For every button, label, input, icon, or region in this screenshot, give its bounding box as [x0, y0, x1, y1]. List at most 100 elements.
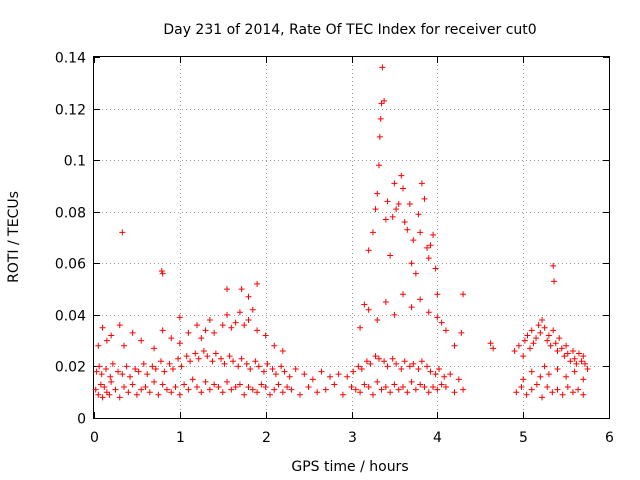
data-point: [451, 389, 458, 396]
data-points: [92, 64, 591, 401]
data-point: [236, 309, 243, 316]
data-point: [204, 353, 211, 360]
data-point: [209, 358, 216, 365]
data-point: [406, 200, 413, 207]
data-point: [192, 350, 199, 357]
data-point: [123, 363, 130, 370]
data-point: [228, 324, 235, 331]
data-point: [395, 386, 402, 393]
data-point: [322, 386, 329, 393]
data-point: [421, 384, 428, 391]
data-point: [395, 200, 402, 207]
data-point: [155, 391, 162, 398]
data-point: [569, 347, 576, 354]
data-point: [578, 358, 585, 365]
data-point: [375, 162, 382, 169]
data-point: [391, 311, 398, 318]
data-point: [372, 353, 379, 360]
x-tick-label: 2: [262, 430, 271, 446]
data-point: [521, 337, 528, 344]
y-axis: 0 0.02 0.04 0.06 0.08 0.1 0.12 0.14: [55, 51, 609, 428]
data-point: [408, 304, 415, 311]
data-point: [254, 280, 261, 287]
data-point: [567, 358, 574, 365]
data-point: [254, 327, 261, 334]
data-point: [424, 244, 431, 251]
data-point: [226, 353, 233, 360]
data-point: [95, 342, 102, 349]
data-point: [335, 371, 342, 378]
data-point: [374, 378, 381, 385]
data-point: [232, 384, 239, 391]
data-point: [221, 360, 228, 367]
data-point: [219, 389, 226, 396]
data-point: [187, 358, 194, 365]
data-point: [487, 340, 494, 347]
data-point: [255, 363, 262, 370]
data-point: [425, 255, 432, 262]
data-point: [580, 376, 587, 383]
data-point: [96, 363, 103, 370]
data-point: [101, 384, 108, 391]
data-point: [511, 347, 518, 354]
data-point: [138, 337, 145, 344]
data-point: [93, 368, 100, 375]
data-point: [432, 371, 439, 378]
data-point: [547, 342, 554, 349]
data-point: [97, 381, 104, 388]
data-point: [198, 389, 205, 396]
data-point: [378, 386, 385, 393]
data-point: [129, 329, 136, 336]
data-point: [434, 314, 441, 321]
y-tick-label: 0.1: [64, 154, 86, 170]
x-tick-label: 4: [433, 430, 442, 446]
data-point: [539, 394, 546, 401]
data-point: [563, 373, 570, 380]
data-point: [108, 332, 115, 339]
data-point: [140, 360, 147, 367]
data-point: [95, 391, 102, 398]
data-point: [417, 381, 424, 388]
data-point: [212, 350, 219, 357]
data-point: [408, 378, 415, 385]
data-point: [168, 389, 175, 396]
data-point: [550, 327, 557, 334]
data-point: [372, 206, 379, 213]
data-point: [442, 384, 449, 391]
data-point: [331, 381, 338, 388]
data-point: [533, 335, 540, 342]
data-point: [232, 319, 239, 326]
data-point: [518, 384, 525, 391]
data-point: [432, 265, 439, 272]
data-point: [404, 389, 411, 396]
data-point: [271, 342, 278, 349]
data-point: [387, 252, 394, 259]
data-point: [238, 355, 245, 362]
data-point: [398, 366, 405, 373]
data-point: [378, 100, 385, 107]
data-point: [379, 64, 386, 71]
data-point: [149, 363, 156, 370]
data-point: [352, 386, 359, 393]
data-point: [314, 389, 321, 396]
data-point: [125, 389, 132, 396]
data-point: [412, 270, 419, 277]
x-tick-label: 6: [605, 430, 614, 446]
data-point: [441, 373, 448, 380]
data-point: [490, 345, 497, 352]
data-point: [279, 389, 286, 396]
data-point: [103, 337, 110, 344]
data-point: [254, 389, 261, 396]
data-point: [262, 332, 269, 339]
data-point: [194, 322, 200, 329]
x-axis-label: GPS time / hours: [291, 459, 408, 475]
data-point: [218, 355, 225, 362]
data-point: [545, 371, 552, 378]
data-point: [455, 376, 462, 383]
data-point: [438, 319, 445, 326]
data-point: [357, 389, 364, 396]
data-point: [284, 384, 291, 391]
data-point: [301, 371, 308, 378]
data-point: [202, 378, 209, 385]
data-point: [271, 386, 278, 393]
